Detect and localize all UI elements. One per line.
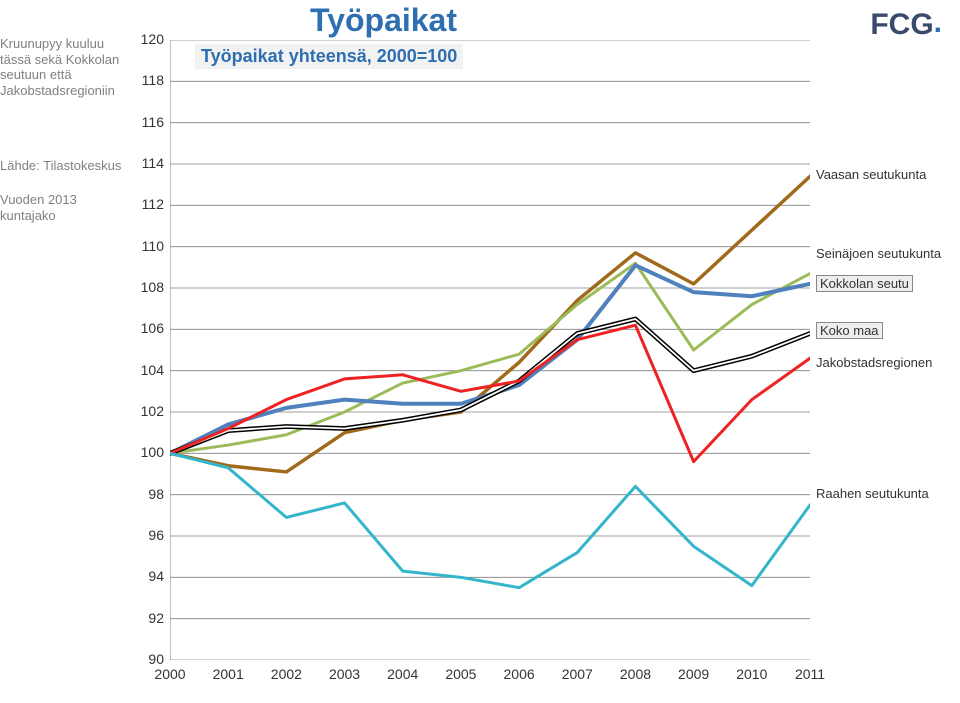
y-tick: 104 [130, 362, 164, 378]
chart-svg [170, 40, 810, 660]
y-tick: 116 [130, 114, 164, 130]
y-tick: 92 [130, 610, 164, 626]
y-tick: 110 [130, 238, 164, 254]
logo-dot-icon: . [934, 6, 942, 39]
legend-item: Kokkolan seutu [816, 275, 913, 292]
y-tick: 100 [130, 444, 164, 460]
y-tick: 112 [130, 196, 164, 212]
page-title: Työpaikat [310, 2, 457, 39]
legend-item: Seinäjoen seutukunta [816, 246, 941, 261]
legend-item: Jakobstadsregionen [816, 355, 932, 370]
logo-text: FCG [870, 8, 933, 41]
division-note: Vuoden 2013 kuntajako [0, 192, 130, 223]
legend-item: Koko maa [816, 322, 883, 339]
y-tick: 108 [130, 279, 164, 295]
context-note: Kruunupyy kuuluu tässä sekä Kokkolan seu… [0, 36, 130, 98]
y-tick: 120 [130, 31, 164, 47]
line-chart [170, 40, 810, 660]
x-tick: 2002 [266, 666, 306, 682]
x-tick: 2009 [674, 666, 714, 682]
legend-item: Raahen seutukunta [816, 486, 929, 501]
x-tick: 2003 [325, 666, 365, 682]
y-tick: 98 [130, 486, 164, 502]
y-tick: 118 [130, 72, 164, 88]
x-tick: 2011 [790, 666, 830, 682]
y-tick: 114 [130, 155, 164, 171]
x-tick: 2005 [441, 666, 481, 682]
x-tick: 2010 [732, 666, 772, 682]
x-tick: 2000 [150, 666, 190, 682]
y-tick: 102 [130, 403, 164, 419]
x-tick: 2001 [208, 666, 248, 682]
y-tick: 94 [130, 568, 164, 584]
y-tick: 90 [130, 651, 164, 667]
x-tick: 2006 [499, 666, 539, 682]
y-tick: 106 [130, 320, 164, 336]
legend-item: Vaasan seutukunta [816, 167, 926, 182]
x-tick: 2008 [615, 666, 655, 682]
x-tick: 2004 [383, 666, 423, 682]
y-tick: 96 [130, 527, 164, 543]
source-note: Lähde: Tilastokeskus [0, 158, 130, 174]
x-tick: 2007 [557, 666, 597, 682]
fcg-logo: FCG. [870, 8, 942, 42]
